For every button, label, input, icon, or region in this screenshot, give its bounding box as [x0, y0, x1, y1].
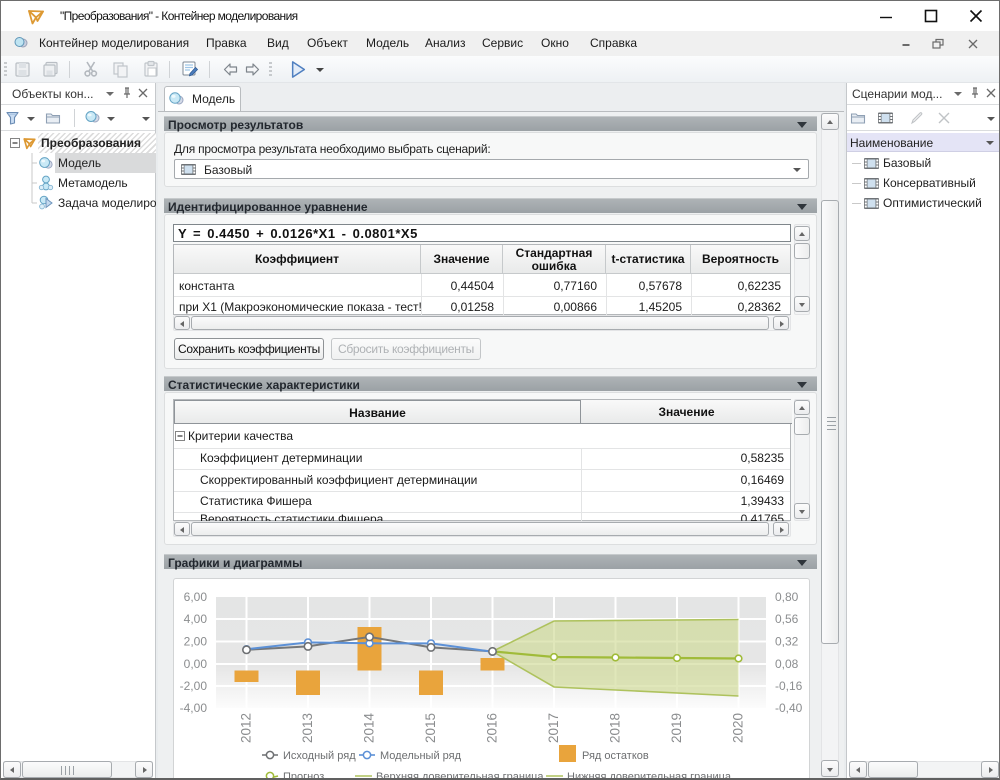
svg-text:0,80: 0,80 [775, 590, 799, 604]
svg-text:0,32: 0,32 [775, 635, 799, 649]
svg-text:2014: 2014 [362, 712, 377, 743]
svg-text:0,08: 0,08 [775, 657, 799, 671]
svg-text:-0,16: -0,16 [775, 679, 803, 693]
svg-text:2,00: 2,00 [184, 635, 208, 649]
svg-text:2015: 2015 [423, 713, 438, 743]
svg-text:2013: 2013 [300, 713, 315, 743]
svg-text:2016: 2016 [485, 713, 500, 743]
svg-text:Нижняя доверительная граница: Нижняя доверительная граница [567, 771, 732, 780]
svg-text:0,00: 0,00 [184, 657, 208, 671]
svg-text:-4,00: -4,00 [180, 701, 208, 715]
svg-text:2017: 2017 [546, 713, 561, 743]
svg-text:2020: 2020 [731, 713, 746, 743]
svg-text:4,00: 4,00 [184, 612, 208, 626]
svg-text:Исходный ряд: Исходный ряд [283, 750, 356, 762]
svg-text:6,00: 6,00 [184, 590, 208, 604]
svg-text:2019: 2019 [669, 713, 684, 743]
svg-text:-2,00: -2,00 [180, 679, 208, 693]
svg-text:2012: 2012 [239, 713, 254, 743]
svg-text:2018: 2018 [608, 713, 623, 743]
svg-text:Верхняя доверительная граница: Верхняя доверительная граница [376, 771, 544, 780]
svg-text:0,56: 0,56 [775, 612, 799, 626]
svg-text:Ряд остатков: Ряд остатков [582, 750, 649, 762]
svg-text:-0,40: -0,40 [775, 701, 803, 715]
svg-text:Модельный ряд: Модельный ряд [380, 750, 462, 762]
svg-text:Прогноз: Прогноз [283, 771, 324, 780]
